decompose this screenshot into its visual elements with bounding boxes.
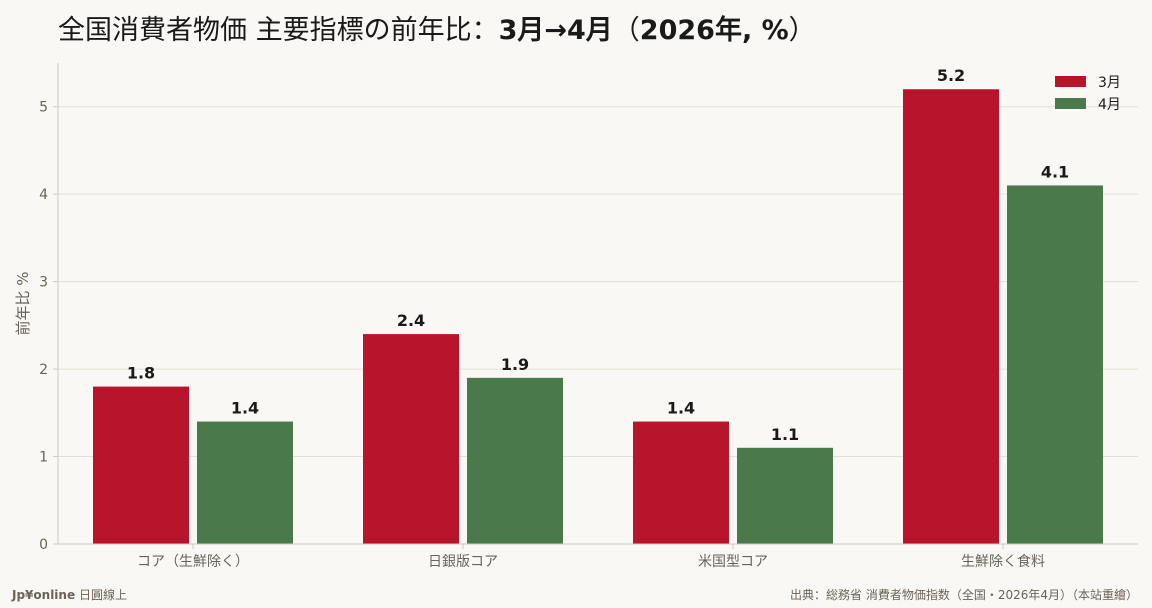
data-label: 4.1 <box>1041 162 1069 181</box>
data-label: 1.8 <box>127 364 155 383</box>
axes: 0 1 2 3 4 5 前年比 % コア（生鮮除く） 日銀版コア 米国型コア 生鮮除く食料 <box>14 63 1138 570</box>
bar <box>363 334 459 544</box>
chart-title: 全国消費者物価 主要指標の前年比：3月→4月（2026年, %） <box>58 8 816 47</box>
y-tick-label: 0 <box>39 537 48 553</box>
title-year-unit: 2026年, % <box>639 15 789 46</box>
y-tick-label: 5 <box>39 100 48 116</box>
y-tick-label: 3 <box>39 275 48 291</box>
title-paren-close: ） <box>788 15 816 46</box>
data-label: 1.1 <box>771 425 799 444</box>
bar <box>1007 185 1103 544</box>
title-paren-open: （ <box>612 15 640 46</box>
legend-swatch <box>1055 76 1086 87</box>
y-axis-label: 前年比 % <box>14 271 32 335</box>
bar <box>903 89 999 545</box>
y-tick-label: 1 <box>39 450 48 466</box>
footer-brand: Jp¥online 日圓線上 <box>12 586 127 603</box>
bars <box>93 89 1103 545</box>
y-tick-label: 4 <box>39 187 48 203</box>
bar <box>197 421 293 544</box>
bar <box>93 386 189 544</box>
data-label: 5.2 <box>937 66 965 85</box>
x-tick-label: 日銀版コア <box>428 554 498 570</box>
bar-chart: 1.8 1.4 2.4 1.9 1.4 1.1 5.2 4.1 0 1 2 3 4 5 前年比 % コア（生… <box>14 63 1138 570</box>
legend-label: 4月 <box>1098 97 1121 113</box>
title-main: 全国消費者物価 主要指標の前年比： <box>58 15 499 46</box>
x-tick-label: 生鮮除く食料 <box>961 553 1045 570</box>
value-labels: 1.8 1.4 2.4 1.9 1.4 1.1 5.2 4.1 <box>127 66 1069 444</box>
data-label: 1.4 <box>667 399 695 418</box>
brand-subtitle: 日圓線上 <box>78 588 127 602</box>
legend-label: 3月 <box>1098 75 1121 91</box>
title-months: 3月→4月 <box>498 15 613 46</box>
data-label: 1.9 <box>501 355 529 374</box>
bar <box>633 421 729 544</box>
data-label: 2.4 <box>397 311 425 330</box>
bar <box>467 377 563 544</box>
legend-swatch <box>1055 98 1086 109</box>
bar <box>737 447 833 544</box>
y-tick-label: 2 <box>39 362 48 378</box>
footer-source: 出典：総務省 消費者物価指数（全国・2026年4月）（本站重繪） <box>790 588 1138 602</box>
x-tick-label: 米国型コア <box>698 554 768 570</box>
x-tick-label: コア（生鮮除く） <box>137 554 249 570</box>
brand-name: Jp¥online <box>12 588 76 602</box>
data-label: 1.4 <box>231 399 259 418</box>
